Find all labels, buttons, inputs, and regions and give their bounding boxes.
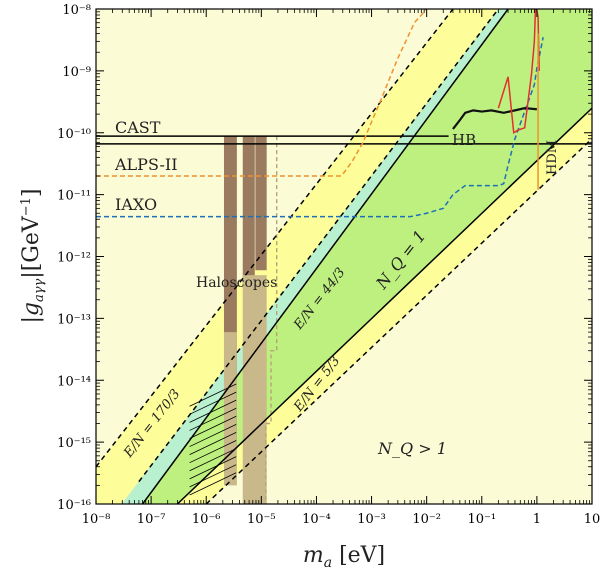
iaxo-curve xyxy=(96,37,544,218)
haloscope-bar xyxy=(223,332,237,486)
haloscope-hatch xyxy=(189,456,237,480)
haloscope-hatch xyxy=(189,391,237,415)
x-tick-label: 10⁻⁸ xyxy=(82,512,111,527)
x-axis-label: ma [eV] xyxy=(303,543,385,571)
x-tick-label: 10⁻⁶ xyxy=(192,512,221,527)
x-tick-label: 10⁻¹ xyxy=(467,512,496,527)
y-tick-label: 10⁻¹³ xyxy=(57,312,91,327)
x-tick-label: 10⁻⁵ xyxy=(247,512,276,527)
x-tick-label: 10⁻⁴ xyxy=(302,512,331,527)
lower-dashed-line xyxy=(205,138,592,504)
y-tick-label: 10⁻¹¹ xyxy=(57,189,91,204)
en-5-3-line xyxy=(176,107,592,504)
x-tick-label: 10⁻⁷ xyxy=(137,512,166,527)
en-170-3-line xyxy=(96,9,454,468)
y-tick-label: 10⁻¹⁵ xyxy=(57,436,91,451)
haloscope-hatch xyxy=(189,448,237,472)
y-tick-label: 10⁻¹⁰ xyxy=(57,127,91,142)
haloscope-bar xyxy=(255,136,267,271)
hb-curve xyxy=(452,107,537,130)
nq-1-line xyxy=(141,9,509,504)
hb-label: HB xyxy=(452,131,476,149)
y-tick-label: 10⁻¹⁶ xyxy=(57,498,91,513)
y-tick-label: 10⁻⁹ xyxy=(62,65,91,80)
green-band xyxy=(121,9,592,504)
cyan-band xyxy=(121,9,509,504)
x-tick-label: 10⁻³ xyxy=(357,512,386,527)
haloscope-dashed-outline xyxy=(264,136,278,504)
iaxo-label: IAXO xyxy=(115,195,157,214)
y-tick-label: 10⁻⁸ xyxy=(62,3,91,18)
y-tick-label: 10⁻¹⁴ xyxy=(57,374,91,389)
alps-ii-curve xyxy=(96,9,428,177)
haloscope-hatch xyxy=(189,423,237,447)
haloscope-hatch xyxy=(189,472,237,496)
haloscope-hatch xyxy=(189,415,237,439)
x-tick-label: 1 xyxy=(533,512,541,527)
hdm-label: HDM xyxy=(545,140,560,175)
alps-ii-label: ALPS-II xyxy=(114,155,178,174)
haloscope-bar xyxy=(242,275,267,504)
haloscope-hatch xyxy=(189,399,237,423)
haloscope-bar xyxy=(242,136,255,289)
y-axis-label: |gaγγ|[GeV−1] xyxy=(19,188,47,323)
x-tick-label: 10 xyxy=(584,512,601,527)
cast-label: CAST xyxy=(115,118,161,137)
haloscopes-label: Haloscopes xyxy=(196,275,277,291)
haloscope-hatch xyxy=(189,464,237,488)
haloscope-hatch xyxy=(189,432,237,455)
y-tick-label: 10⁻¹² xyxy=(57,251,91,266)
x-tick-label: 10⁻² xyxy=(412,512,441,527)
haloscope-hatch xyxy=(189,440,237,464)
haloscope-hatch xyxy=(189,407,237,431)
nq-greater-1-label: N_Q > 1 xyxy=(377,439,447,458)
